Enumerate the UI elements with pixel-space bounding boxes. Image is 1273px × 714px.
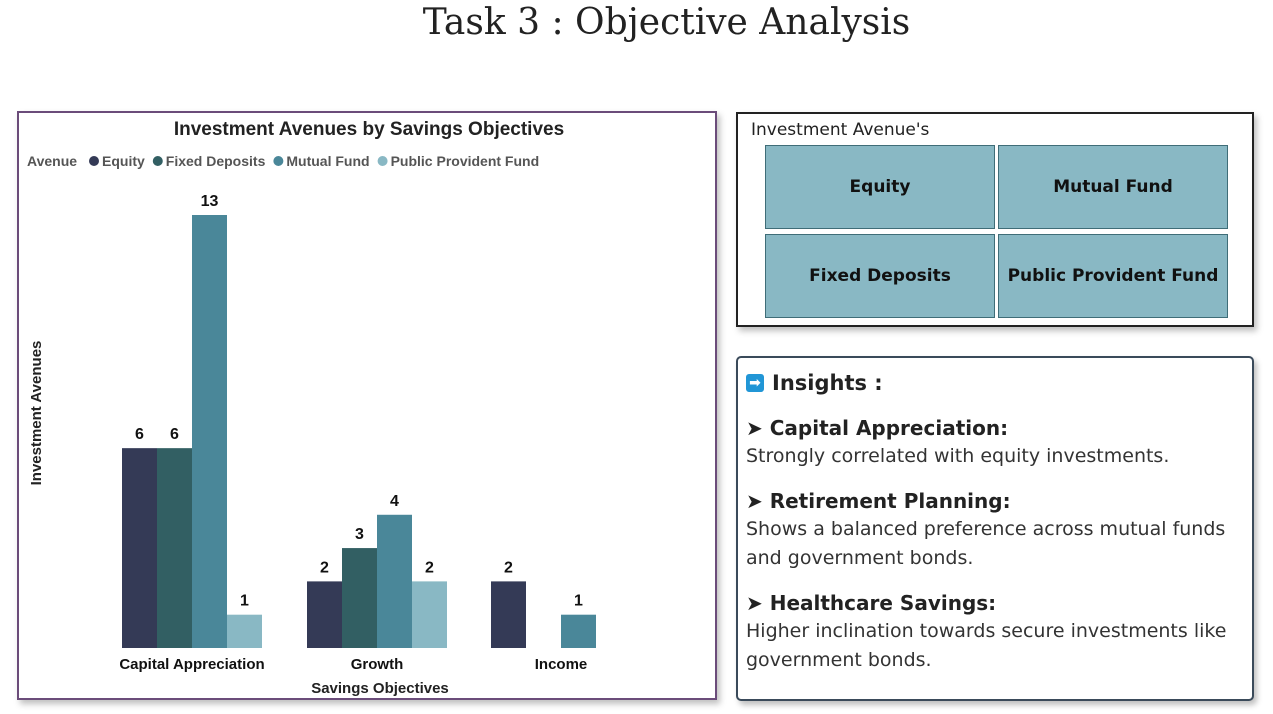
data-label: 2 <box>504 559 513 576</box>
x-tick-label: Capital Appreciation <box>119 656 264 673</box>
insight-title: ➤ Healthcare Savings: <box>746 591 997 615</box>
data-label: 1 <box>574 593 583 610</box>
legend-entry: Equity <box>102 153 145 169</box>
data-label: 1 <box>240 593 249 610</box>
data-label: 6 <box>170 426 179 443</box>
bar[interactable] <box>561 614 596 648</box>
avenues-title: Investment Avenue's <box>751 120 930 140</box>
bar[interactable] <box>412 581 447 648</box>
data-label: 4 <box>390 493 399 510</box>
insight-text: Shows a balanced preference across mutua… <box>746 518 1226 569</box>
insights-heading: ➡ Insights : <box>746 368 1244 398</box>
insight-item: ➤ Retirement Planning: Shows a balanced … <box>746 487 1244 573</box>
legend-marker <box>273 156 284 166</box>
investment-avenues-slicer: Investment Avenue's Equity Mutual Fund F… <box>736 112 1254 327</box>
data-label: 2 <box>320 559 329 576</box>
bar-chart: Investment Avenues by Savings Objectives… <box>27 119 596 697</box>
insight-text: Strongly correlated with equity investme… <box>746 445 1170 467</box>
x-tick-label: Income <box>535 656 588 673</box>
legend-entry: Mutual Fund <box>286 153 369 169</box>
insight-item: ➤ Capital Appreciation: Strongly correla… <box>746 414 1244 471</box>
bar[interactable] <box>491 581 526 648</box>
insight-title: ➤ Retirement Planning: <box>746 489 1011 513</box>
data-label: 3 <box>355 526 364 543</box>
avenue-button-equity[interactable]: Equity <box>765 145 995 229</box>
bar[interactable] <box>122 448 157 648</box>
arrow-right-icon: ➡ <box>746 374 764 392</box>
avenue-button-public-provident-fund[interactable]: Public Provident Fund <box>998 234 1228 318</box>
insights-title: Insights : <box>772 371 883 395</box>
data-label: 6 <box>135 426 144 443</box>
y-axis-label: Investment Avenues <box>28 341 45 486</box>
legend-title: Avenue <box>27 153 77 169</box>
bar[interactable] <box>227 614 262 648</box>
bar-chart-panel: Investment Avenues by Savings Objectives… <box>17 111 717 700</box>
insights-panel: ➡ Insights : ➤ Capital Appreciation: Str… <box>736 356 1254 701</box>
data-label: 13 <box>201 193 219 210</box>
legend-marker <box>152 156 163 166</box>
legend-entry: Public Provident Fund <box>391 153 540 169</box>
data-label: 2 <box>425 559 434 576</box>
insight-title: ➤ Capital Appreciation: <box>746 416 1009 440</box>
chart-title: Investment Avenues by Savings Objectives <box>174 119 564 140</box>
bar[interactable] <box>342 548 377 648</box>
x-tick-label: Growth <box>351 656 404 673</box>
bar[interactable] <box>307 581 342 648</box>
page-title: Task 3 : Objective Analysis <box>422 2 911 43</box>
x-axis-label: Savings Objectives <box>311 680 449 697</box>
insight-item: ➤ Healthcare Savings: Higher inclination… <box>746 589 1244 675</box>
bar[interactable] <box>377 514 412 648</box>
legend-marker <box>377 156 388 166</box>
insight-text: Higher inclination towards secure invest… <box>746 620 1227 671</box>
chart-legend: Avenue Equity Fixed Deposits Mutual Fund Pub… <box>27 153 539 169</box>
bar[interactable] <box>157 448 192 648</box>
legend-entry: Fixed Deposits <box>166 153 266 169</box>
avenue-button-fixed-deposits[interactable]: Fixed Deposits <box>765 234 995 318</box>
legend-marker <box>89 156 99 166</box>
avenue-button-mutual-fund[interactable]: Mutual Fund <box>998 145 1228 229</box>
bar[interactable] <box>192 215 227 648</box>
